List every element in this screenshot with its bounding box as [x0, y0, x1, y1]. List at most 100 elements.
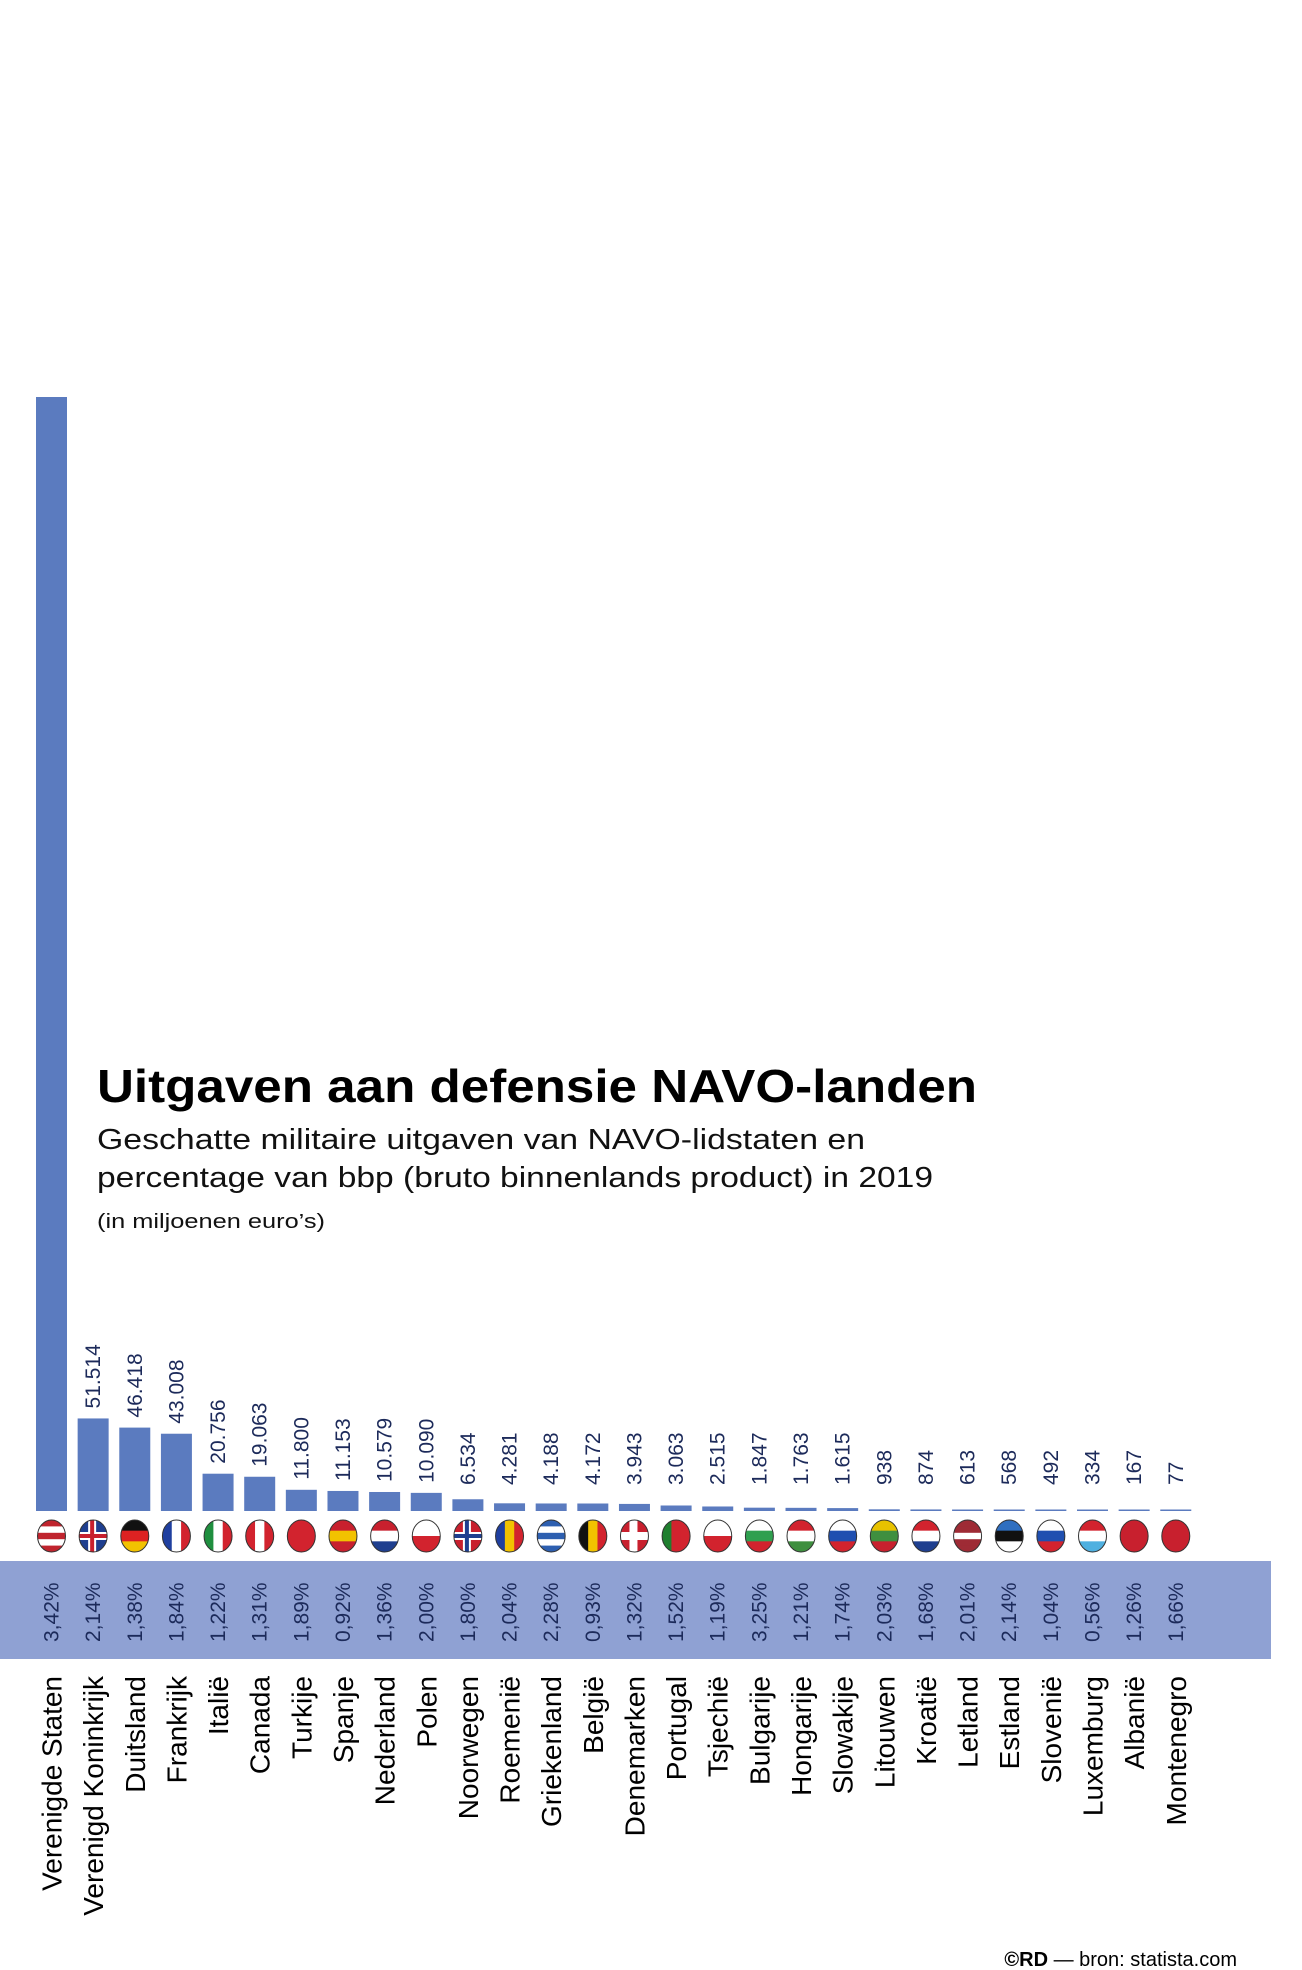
- chart-title: Uitgaven aan defensie NAVO-landen: [97, 1060, 977, 1112]
- category-label-verenigd-koninkrijk: Verenigd Koninkrijk: [78, 1675, 109, 1916]
- bar-albani-: [1118, 1509, 1150, 1511]
- copyright: ©RD: [1004, 1949, 1048, 1970]
- value-label-albani-: 167: [1123, 1450, 1146, 1485]
- flag-ro-icon: [495, 1520, 524, 1552]
- category-label-montenegro: Montenegro: [1161, 1676, 1192, 1825]
- flag-outline: [619, 1519, 649, 1553]
- flag-sk-icon: [828, 1520, 857, 1552]
- value-label-nederland: 10.579: [374, 1418, 397, 1482]
- value-label-estland: 568: [998, 1450, 1021, 1485]
- flag-outline: [1078, 1519, 1107, 1553]
- gdp-share-label-nederland: 1,36%: [374, 1582, 397, 1642]
- bar-nederland: [369, 1491, 401, 1511]
- category-label-nederland: Nederland: [370, 1676, 401, 1805]
- value-label-turkije: 11.800: [290, 1417, 313, 1480]
- bar-polen: [410, 1492, 442, 1511]
- flag-ee-icon: [995, 1520, 1024, 1552]
- value-label-belgi-: 4.172: [582, 1432, 605, 1485]
- category-label-polen: Polen: [411, 1676, 442, 1748]
- category-label-denemarken: Denemarken: [619, 1676, 650, 1836]
- flag-tr-icon: [287, 1520, 316, 1552]
- bars: [36, 397, 1192, 1511]
- flag-outline: [245, 1519, 275, 1553]
- flag-outline: [328, 1519, 358, 1553]
- gdp-share-label-noorwegen: 1,80%: [457, 1582, 480, 1642]
- bar-griekenland: [535, 1503, 567, 1511]
- bar-tsjechi-: [702, 1506, 734, 1511]
- bar-belgi-: [577, 1503, 609, 1511]
- flag-hr-icon: [911, 1520, 940, 1552]
- gdp-share-label-belgi-: 0,93%: [582, 1582, 605, 1642]
- flag-outline: [536, 1519, 566, 1553]
- flag-outline: [120, 1519, 150, 1553]
- value-label-hongarije: 1.763: [790, 1432, 813, 1485]
- gdp-share-label-duitsland: 1,38%: [124, 1582, 147, 1642]
- category-label-luxemburg: Luxemburg: [1078, 1676, 1109, 1816]
- flag-ca-icon: [245, 1520, 274, 1552]
- labels: 3,42% Verenigde Staten 51.514 2,14% Verenigd…: [37, 1344, 1192, 1916]
- flag-pl-icon: [412, 1520, 441, 1552]
- value-label-bulgarije: 1.847: [748, 1432, 771, 1485]
- bar-roemeni-: [494, 1503, 526, 1511]
- bar-estland: [993, 1509, 1025, 1511]
- flag-lv-icon: [953, 1520, 982, 1552]
- value-label-litouwen: 938: [873, 1450, 896, 1485]
- flag-outline: [411, 1519, 441, 1553]
- flag-outline: [286, 1519, 316, 1553]
- gdp-share-label-polen: 2,00%: [415, 1582, 438, 1642]
- gdp-share-label-frankrijk: 1,84%: [165, 1582, 188, 1642]
- category-label-tsjechi-: Tsjechië: [703, 1676, 734, 1777]
- gdp-share-label-estland: 2,14%: [998, 1582, 1021, 1642]
- flag-me-icon: [1161, 1520, 1190, 1552]
- flag-outline: [1036, 1519, 1066, 1553]
- value-label-letland: 613: [957, 1450, 980, 1485]
- flag-de-icon: [120, 1520, 149, 1552]
- gdp-share-label-bulgarije: 3,25%: [748, 1582, 771, 1642]
- bar-montenegro: [1160, 1509, 1192, 1511]
- gdp-share-label-portugal: 1,52%: [665, 1582, 688, 1642]
- category-label-kroati-: Kroatië: [911, 1676, 942, 1765]
- gdp-share-label-luxemburg: 0,56%: [1082, 1582, 1105, 1642]
- gdp-share-label-verenigde-staten: 3,42%: [41, 1582, 64, 1642]
- bar-noorwegen: [452, 1499, 484, 1511]
- gdp-share-label-litouwen: 2,03%: [873, 1582, 896, 1642]
- flag-outline: [953, 1519, 983, 1553]
- value-label-slowakije: 1.615: [832, 1432, 855, 1485]
- bar-duitsland: [119, 1427, 151, 1511]
- flag-outline: [161, 1519, 191, 1553]
- flag-outline: [453, 1519, 483, 1553]
- gdp-share-label-verenigd-koninkrijk: 2,14%: [82, 1582, 105, 1642]
- bar-turkije: [285, 1489, 317, 1511]
- value-label-luxemburg: 334: [1082, 1450, 1105, 1485]
- value-label-roemeni-: 4.281: [499, 1432, 522, 1485]
- category-label-portugal: Portugal: [661, 1676, 692, 1780]
- flag-outline: [203, 1519, 233, 1553]
- flag-outline: [994, 1519, 1024, 1553]
- flag-outline: [744, 1519, 774, 1553]
- category-label-sloveni-: Slovenië: [1036, 1676, 1067, 1783]
- category-label-belgi-: België: [578, 1676, 609, 1754]
- category-label-hongarije: Hongarije: [786, 1676, 817, 1796]
- gdp-share-label-turkije: 1,89%: [290, 1582, 313, 1642]
- gdp-share-label-roemeni-: 2,04%: [499, 1582, 522, 1642]
- bar-canada: [244, 1476, 276, 1511]
- bar-hongarije: [785, 1507, 817, 1511]
- category-label-litouwen: Litouwen: [869, 1676, 900, 1788]
- bar-frankrijk: [160, 1433, 192, 1511]
- gdp-share-label-kroati-: 1,68%: [915, 1582, 938, 1642]
- gdp-percentage-band: [0, 1561, 1271, 1659]
- flag-nl-icon: [370, 1520, 399, 1552]
- flag-si-icon: [1036, 1520, 1065, 1552]
- bar-itali-: [202, 1473, 234, 1511]
- value-label-noorwegen: 6.534: [457, 1432, 480, 1485]
- gdp-share-label-albani-: 1,26%: [1123, 1582, 1146, 1642]
- flag-outline: [495, 1519, 525, 1553]
- flag-us-icon: [37, 1520, 66, 1552]
- flag-bg-icon: [745, 1520, 774, 1552]
- bar-slowakije: [827, 1508, 859, 1511]
- flag-outline: [828, 1519, 858, 1553]
- value-label-portugal: 3.063: [665, 1432, 688, 1485]
- gdp-share-label-griekenland: 2,28%: [540, 1582, 563, 1642]
- value-label-sloveni-: 492: [1040, 1450, 1063, 1485]
- flag-be-icon: [578, 1520, 607, 1552]
